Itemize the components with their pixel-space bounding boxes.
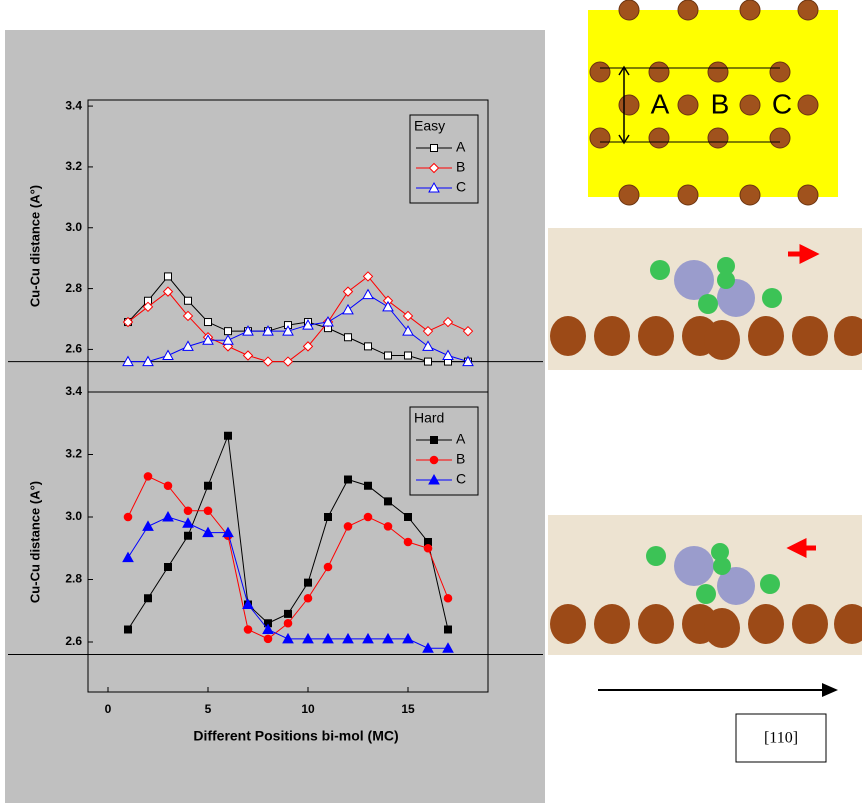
marker [405, 514, 412, 521]
legend-label: B [456, 451, 465, 467]
legend-label: B [456, 159, 465, 175]
snapshot-1 [548, 228, 862, 370]
site-label: B [711, 88, 730, 119]
x-axis-label: Different Positions bi-mol (MC) [193, 728, 398, 744]
marker [345, 334, 352, 341]
y-tick-label: 3.2 [65, 159, 82, 173]
marker [185, 532, 192, 539]
marker [344, 523, 352, 531]
marker [445, 626, 452, 633]
y-tick-label: 3.0 [65, 220, 82, 234]
y-tick-label: 2.6 [65, 342, 82, 356]
marker [324, 563, 332, 571]
y-axis-label: Cu-Cu distance (A°) [27, 481, 42, 603]
marker [305, 579, 312, 586]
marker [444, 594, 452, 602]
marker [424, 544, 432, 552]
x-tick-label: 5 [205, 702, 212, 716]
marker [325, 514, 332, 521]
legend-label: C [456, 179, 466, 195]
marker [185, 297, 192, 304]
site-label: C [772, 88, 792, 119]
marker [205, 319, 212, 326]
marker [405, 352, 412, 359]
marker [125, 626, 132, 633]
x-tick-label: 15 [401, 702, 415, 716]
x-tick-label: 10 [301, 702, 315, 716]
marker [225, 328, 232, 335]
lattice-image: A B C [588, 0, 838, 205]
figure: A B C [110] 2.6 2.8 3.0 3.2 3.4 Cu-Cu distanc… [0, 0, 862, 803]
legend-label: A [456, 431, 466, 447]
direction-arrow [598, 683, 838, 697]
marker [204, 507, 212, 515]
legend-label: A [456, 139, 466, 155]
legend-marker [431, 437, 438, 444]
legend-title: Hard [414, 410, 444, 426]
marker [384, 523, 392, 531]
marker [225, 432, 232, 439]
marker [284, 619, 292, 627]
marker [164, 482, 172, 490]
marker [345, 476, 352, 483]
y-tick-label: 2.8 [65, 281, 82, 295]
legend-marker [431, 145, 438, 152]
legend-marker [430, 456, 438, 464]
marker [385, 498, 392, 505]
y-tick-label: 2.6 [65, 634, 82, 648]
y-tick-label: 3.2 [65, 447, 82, 461]
marker [145, 595, 152, 602]
marker [205, 482, 212, 489]
marker [304, 594, 312, 602]
marker [365, 482, 372, 489]
y-axis-label: Cu-Cu distance (A°) [27, 185, 42, 307]
marker [364, 513, 372, 521]
marker [124, 513, 132, 521]
marker [404, 538, 412, 546]
site-label: A [651, 88, 670, 119]
x-tick-label: 0 [105, 702, 112, 716]
snapshot-2 [548, 515, 862, 655]
direction-label: [110] [764, 730, 798, 747]
marker [144, 473, 152, 481]
marker [165, 564, 172, 571]
marker [244, 626, 252, 634]
page: A B C [110] 2.6 2.8 3.0 3.2 3.4 Cu-Cu distanc… [0, 0, 862, 803]
marker [184, 507, 192, 515]
y-tick-label: 3.0 [65, 509, 82, 523]
marker [165, 273, 172, 280]
marker [264, 635, 272, 643]
y-tick-label: 3.4 [65, 98, 82, 112]
marker [365, 343, 372, 350]
legend-label: C [456, 471, 466, 487]
y-tick-label: 3.4 [65, 384, 82, 398]
marker [285, 610, 292, 617]
legend-title: Easy [414, 118, 445, 134]
y-tick-label: 2.8 [65, 572, 82, 586]
marker [385, 352, 392, 359]
marker [425, 358, 432, 365]
